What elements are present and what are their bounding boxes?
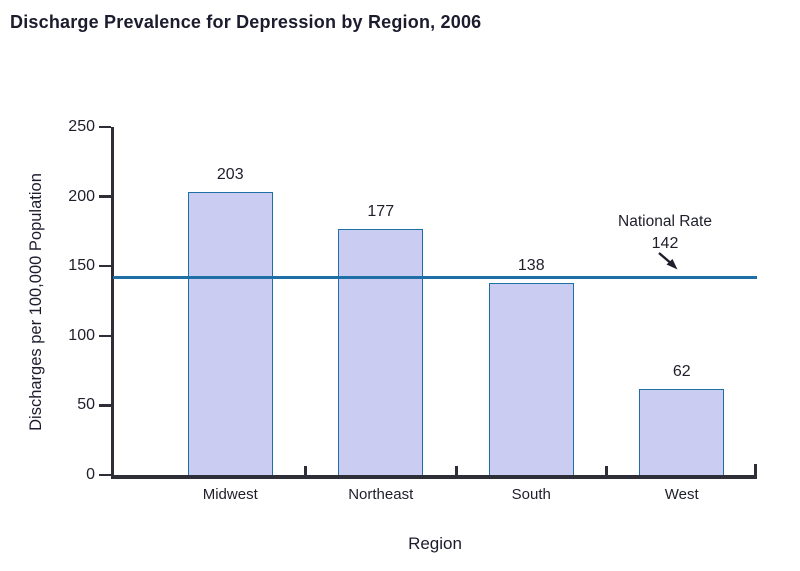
x-tick — [454, 466, 458, 475]
y-tick — [99, 334, 111, 338]
y-axis-title: Discharges per 100,000 Population — [27, 173, 45, 431]
bar-value-label: 62 — [672, 362, 691, 380]
y-tick-label: 250 — [68, 118, 95, 135]
reference-line-annotation: National Rate 142 — [600, 211, 730, 255]
y-tick-label: 150 — [68, 257, 95, 275]
chart-title: Discharge Prevalence for Depression by R… — [10, 12, 482, 32]
x-tick — [605, 466, 608, 475]
annotation-arrow-icon — [658, 252, 678, 270]
category-label: Northeast — [348, 486, 414, 503]
bar-value-label: 138 — [517, 256, 545, 274]
y-tick — [99, 473, 111, 477]
bar — [639, 388, 725, 475]
x-axis-line — [111, 475, 757, 479]
x-tick — [304, 466, 307, 475]
y-tick-label: 200 — [68, 187, 95, 205]
bar — [338, 228, 424, 475]
bar — [187, 192, 273, 475]
x-axis-title: Region — [408, 534, 462, 553]
reference-line-label: National Rate — [618, 213, 712, 230]
y-tick — [99, 264, 111, 268]
y-tick — [99, 125, 111, 129]
y-tick — [99, 404, 111, 407]
reference-line-value: 142 — [651, 235, 679, 252]
y-tick-label: 50 — [77, 396, 95, 414]
reference-line — [113, 276, 757, 279]
y-tick-label: 0 — [86, 466, 95, 483]
y-tick-label: 100 — [68, 326, 95, 344]
y-tick — [99, 195, 111, 198]
bar — [488, 282, 574, 475]
bar-value-label: 203 — [216, 166, 244, 184]
bar-value-label: 177 — [367, 202, 395, 220]
x-axis-end-tick — [753, 464, 757, 475]
y-axis-line — [111, 127, 114, 475]
category-label: South — [511, 486, 551, 503]
category-label: Midwest — [202, 486, 258, 503]
category-label: West — [664, 486, 699, 503]
